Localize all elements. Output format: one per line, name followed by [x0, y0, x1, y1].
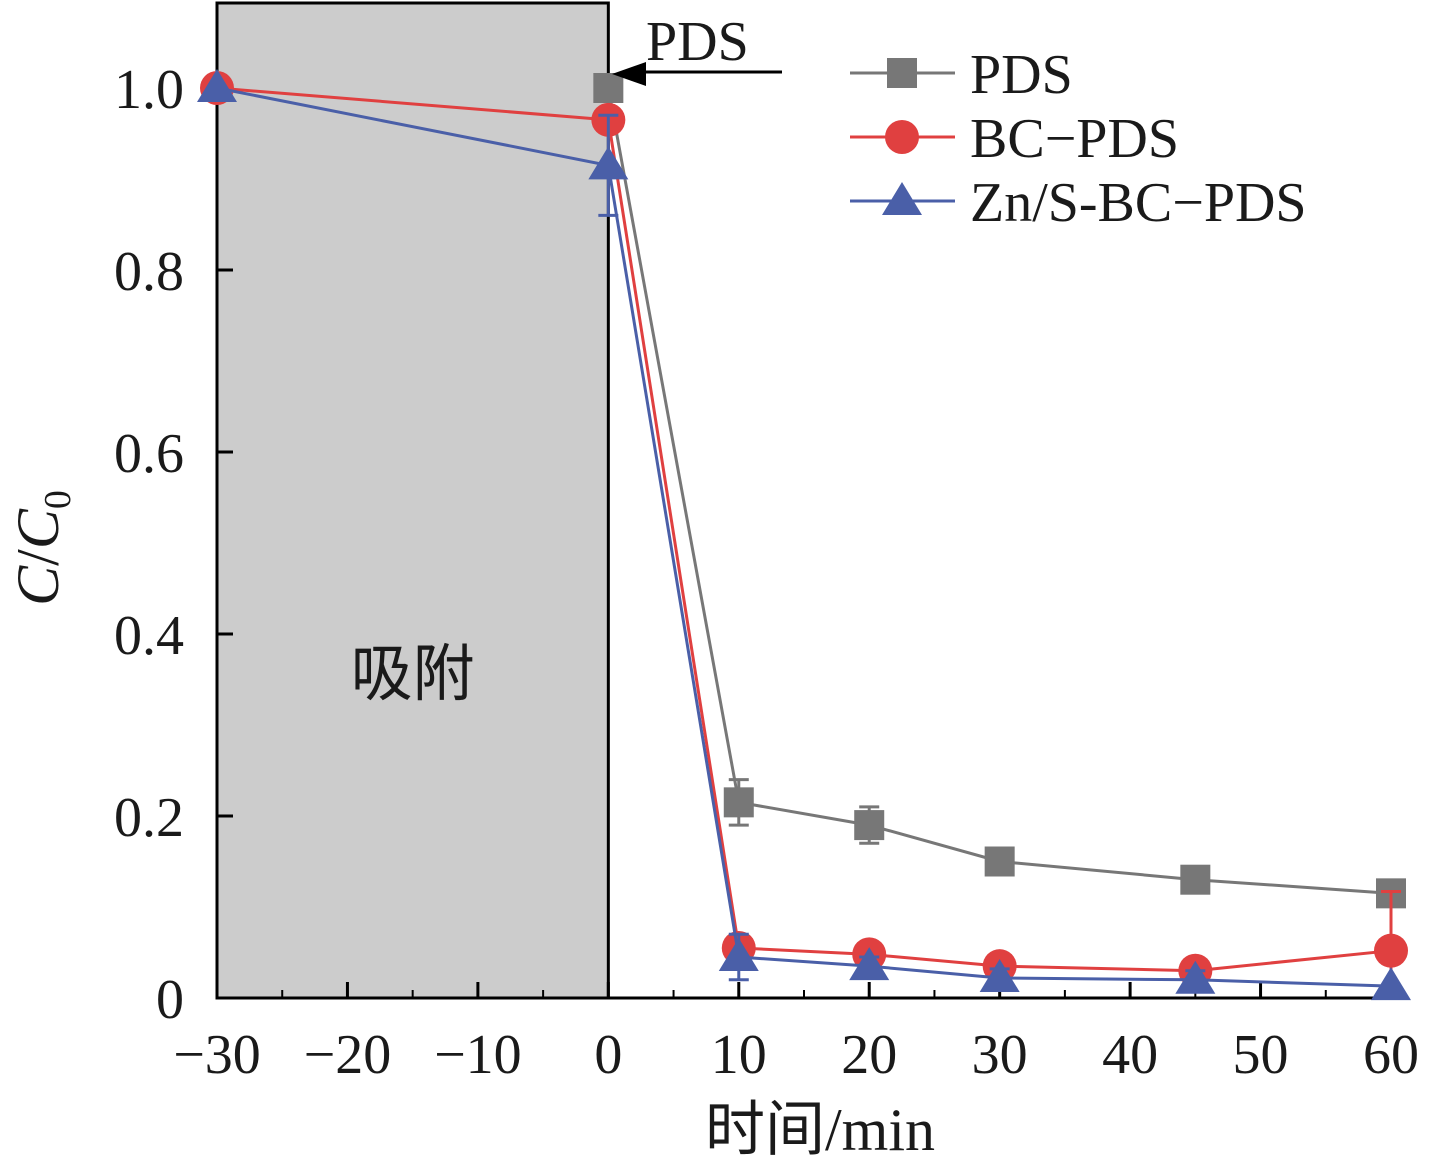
data-point [588, 146, 629, 180]
adsorption-region [215, 1, 610, 1000]
annotation-text: PDS [646, 11, 749, 73]
adsorption-label: 吸附 [351, 641, 475, 709]
y-tick-label: 0 [156, 969, 184, 1031]
x-tick-label: −30 [173, 1024, 261, 1086]
y-title-subscript: 0 [37, 490, 79, 509]
y-title-c2: C [5, 508, 71, 549]
x-tick-label: 50 [1233, 1024, 1289, 1086]
x-tick-label: 30 [972, 1024, 1028, 1086]
x-tick-label: −10 [434, 1024, 522, 1086]
legend-entry: PDS [850, 44, 1073, 106]
data-point [849, 947, 890, 981]
x-tick-label: 10 [711, 1024, 767, 1086]
annotation-arrowhead [612, 62, 646, 86]
x-axis-title: 时间/min [705, 1097, 935, 1163]
data-point [1175, 960, 1216, 994]
y-tick-label: 1.0 [114, 59, 184, 121]
data-point [979, 958, 1020, 992]
legend-entry: Zn/S-BC−PDS [850, 172, 1307, 234]
pds-annotation: PDS [612, 11, 782, 86]
y-ticks: 0 0.2 0.4 0.6 0.8 1.0 [114, 59, 233, 1031]
legend-entry: BC−PDS [850, 108, 1179, 170]
x-ticks: −30 −20 −10 0 10 20 30 40 50 60 [173, 982, 1419, 1086]
y-title-slash: / [5, 549, 71, 566]
y-title-c: C [5, 565, 71, 606]
data-point [593, 73, 624, 103]
legend-label: Zn/S-BC−PDS [970, 172, 1307, 234]
y-tick-label: 0.2 [114, 787, 184, 849]
legend-label: BC−PDS [970, 108, 1179, 170]
y-tick-label: 0.8 [114, 241, 184, 303]
series-0 [593, 73, 1406, 909]
y-tick-label: 0.6 [114, 423, 184, 485]
y-tick-label: 0.4 [114, 605, 184, 667]
legend-marker [887, 58, 917, 88]
data-point [984, 846, 1015, 877]
legend-marker [885, 120, 919, 154]
series-2 [197, 69, 1411, 1001]
data-point [1374, 933, 1408, 968]
data-point [718, 938, 759, 972]
series-layer [197, 69, 1411, 1001]
data-point [197, 69, 237, 102]
x-tick-label: 60 [1363, 1024, 1419, 1086]
data-point [1180, 864, 1211, 895]
x-tick-label: 20 [841, 1024, 897, 1086]
series-line [606, 87, 1392, 895]
x-tick-label: 0 [594, 1024, 622, 1086]
data-point [723, 787, 754, 818]
x-tick-label: 40 [1102, 1024, 1158, 1086]
legend-label: PDS [970, 44, 1073, 106]
data-point [854, 810, 885, 841]
y-axis-title: C/C0 [5, 490, 79, 606]
legend-marker [882, 182, 922, 215]
x-tick-label: −20 [304, 1024, 392, 1086]
data-point [1371, 967, 1411, 1001]
